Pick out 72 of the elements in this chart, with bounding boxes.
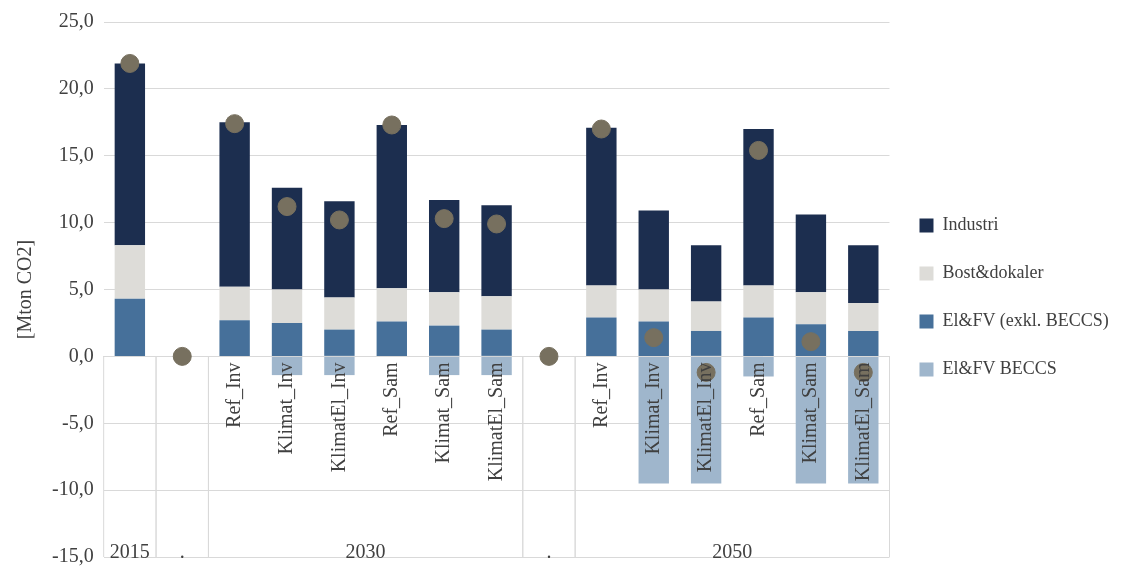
legend-label: El&FV (exkl. BECCS) [942,310,1109,332]
bar [743,317,774,356]
point [329,210,349,230]
y-tick-label: 25,0 [58,9,94,32]
bar [114,298,146,356]
bar [690,301,722,331]
bar [848,330,879,356]
annotation: 2015 [109,540,150,563]
annotation: 2030 [345,540,386,563]
x-tick-label: Ref_Sam [745,361,768,437]
x-tick-label: Klimat_Sam [798,361,821,464]
point [749,140,769,160]
y-tick-label: -10,0 [51,477,94,500]
bar [271,289,303,323]
bar [690,245,722,302]
bar [638,289,669,322]
bar [114,63,146,246]
bar [376,124,407,289]
bar [324,201,355,298]
bar [848,245,879,303]
bar [428,325,460,356]
x-tick-label: KlimatEl_Sam [483,361,506,482]
y-tick-label: -5,0 [61,410,94,433]
x-tick-label: Klimat_Inv [640,362,663,455]
point [434,209,454,229]
y-tick-label: 5,0 [68,276,94,299]
point [539,346,559,366]
bar [586,317,617,356]
legend-label: Bost&dokaler [942,262,1044,283]
y-tick-label: 0,0 [68,343,94,366]
x-tick-label: Ref_Inv [588,362,611,428]
y-tick-label: 20,0 [58,76,94,99]
bar [638,210,669,290]
bar [848,302,879,331]
point [225,114,245,134]
bar [219,122,250,287]
bar [743,129,774,286]
x-tick-label: Ref_Sam [379,361,402,437]
bar [481,329,512,356]
y-tick-label: 15,0 [58,143,94,165]
x-tick-label: Klimat_Sam [431,361,454,464]
bar [428,292,460,326]
legend-label: Industri [942,214,999,235]
bar [271,322,303,356]
bar [324,297,355,330]
x-tick-label: Ref_Inv [221,362,244,428]
point [172,346,192,366]
point [120,53,140,73]
bar [690,330,722,356]
y-tick-label: 10,0 [58,209,94,232]
bar [324,329,355,356]
point [591,119,611,139]
bar [586,127,617,286]
bar [795,292,827,325]
x-tick-label: KlimatEl_Inv [326,362,349,473]
x-tick-label: Klimat_Inv [274,362,297,455]
point [382,115,402,135]
point [487,214,507,234]
point [277,197,297,217]
x-tick-label: KlimatEl_Sam [850,361,873,482]
annotation: . [179,540,185,563]
bar [481,296,512,330]
legend-label: El&FV BECCS [942,358,1057,379]
bar [271,187,303,290]
y-axis-title: [Mton CO2] [13,239,36,340]
bar [795,214,827,293]
bar [376,321,407,356]
bar [219,320,250,356]
annotation: . [546,540,552,563]
annotation: 2050 [712,540,753,563]
x-tick-label: KlimatEl_Inv [693,362,716,473]
y-tick-label: -15,0 [51,544,94,567]
